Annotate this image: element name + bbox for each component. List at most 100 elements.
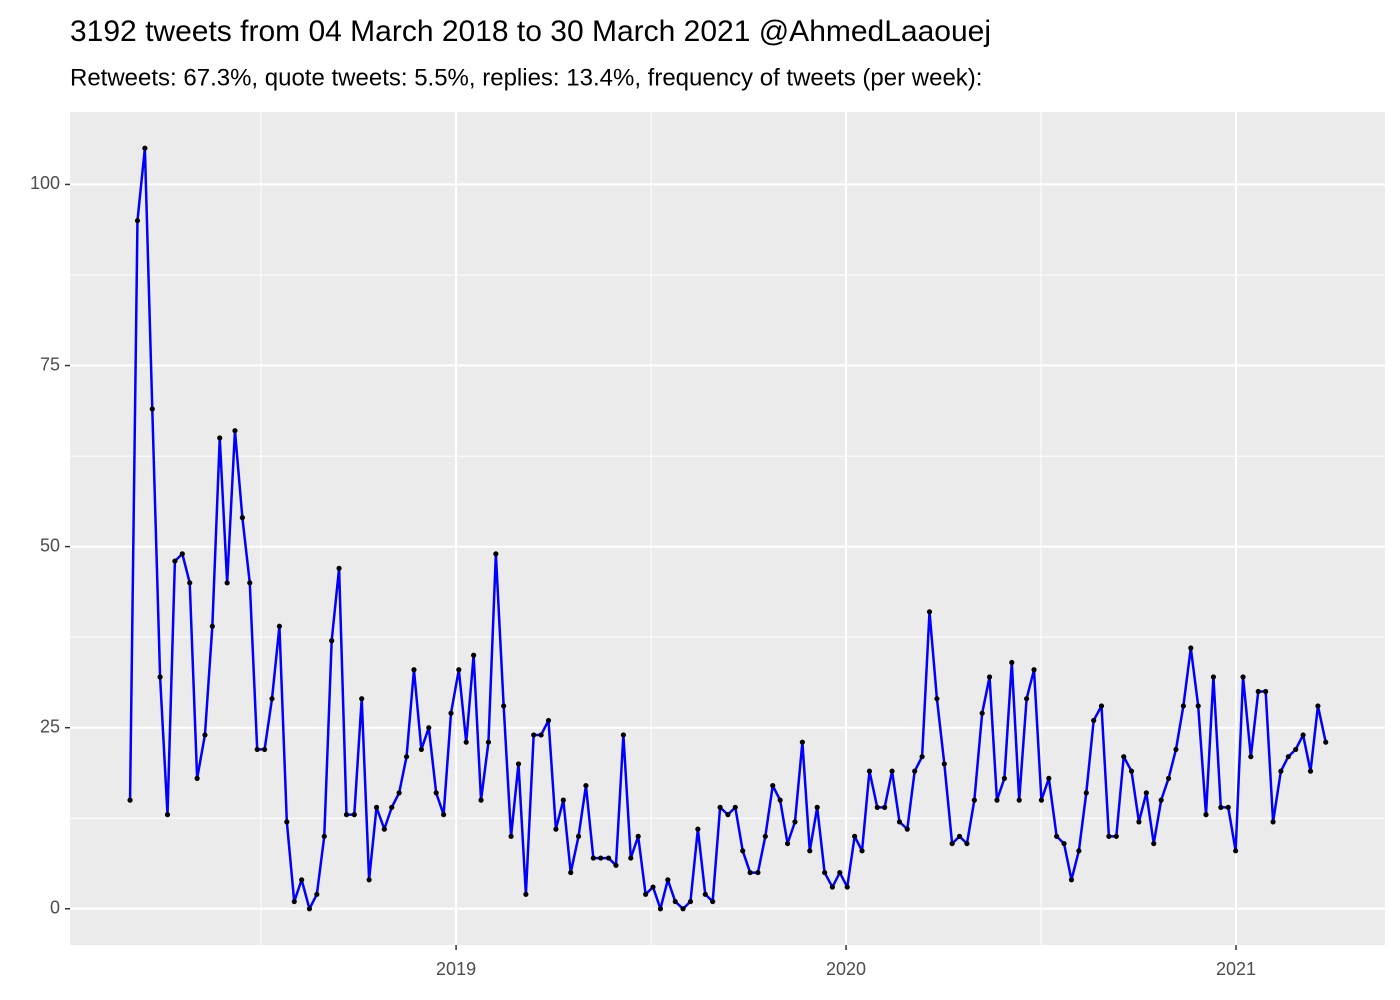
- data-point: [261, 746, 268, 753]
- data-point: [672, 898, 678, 905]
- data-point: [523, 891, 529, 897]
- data-point: [426, 725, 432, 731]
- data-point: [1031, 667, 1037, 673]
- x-tick-label: 2020: [826, 959, 866, 979]
- data-point: [1024, 696, 1030, 702]
- data-point: [799, 739, 805, 745]
- data-point: [343, 812, 350, 818]
- data-point: [770, 783, 776, 789]
- data-point: [1009, 659, 1015, 666]
- data-point: [478, 797, 484, 803]
- data-point: [1106, 833, 1112, 839]
- data-point: [575, 833, 582, 839]
- data-point: [403, 754, 410, 760]
- data-point: [949, 840, 955, 847]
- data-point: [501, 703, 507, 709]
- data-point: [187, 580, 193, 586]
- data-point: [306, 906, 313, 912]
- data-point: [1076, 848, 1082, 854]
- data-point: [531, 732, 537, 738]
- data-point: [852, 833, 858, 839]
- data-point: [366, 877, 372, 883]
- data-point: [351, 812, 357, 818]
- data-point: [396, 790, 402, 796]
- data-point: [695, 826, 701, 832]
- data-point: [1270, 819, 1276, 825]
- data-point: [1285, 754, 1291, 760]
- data-point: [1240, 674, 1246, 680]
- data-point: [1128, 768, 1135, 774]
- data-point: [314, 891, 320, 897]
- chart-subtitle: Retweets: 67.3%, quote tweets: 5.5%, rep…: [70, 64, 982, 91]
- data-point: [553, 826, 559, 832]
- data-point: [1001, 775, 1007, 782]
- data-point: [545, 717, 552, 724]
- x-tick-label: 2019: [436, 959, 476, 979]
- data-point: [1203, 812, 1209, 818]
- data-point: [934, 696, 940, 702]
- data-point: [373, 804, 380, 810]
- data-point: [515, 761, 522, 767]
- data-point: [321, 833, 327, 839]
- data-point: [1300, 732, 1306, 738]
- plot-panel: [70, 112, 1385, 945]
- data-point: [919, 754, 925, 760]
- data-point: [1210, 674, 1217, 680]
- data-point: [732, 804, 738, 810]
- data-point: [493, 551, 499, 557]
- data-point: [814, 804, 820, 810]
- data-point: [1068, 877, 1075, 883]
- y-tick-label: 100: [30, 173, 60, 193]
- data-point: [179, 551, 185, 557]
- data-point: [1293, 746, 1299, 753]
- data-point: [747, 869, 753, 876]
- data-point: [1218, 804, 1224, 810]
- data-point: [1323, 739, 1329, 745]
- data-point: [926, 609, 933, 615]
- data-point: [665, 877, 671, 883]
- chart-title: 3192 tweets from 04 March 2018 to 30 Mar…: [70, 15, 991, 48]
- data-point: [336, 565, 342, 571]
- data-point: [784, 840, 791, 847]
- data-point: [1016, 797, 1022, 803]
- data-point: [1263, 688, 1269, 695]
- data-point: [680, 906, 686, 912]
- data-point: [1278, 768, 1284, 774]
- data-point: [329, 638, 335, 644]
- y-tick-label: 50: [40, 535, 60, 555]
- data-point: [866, 768, 873, 774]
- data-point: [755, 869, 761, 876]
- data-point: [1091, 717, 1097, 724]
- data-point: [209, 623, 215, 629]
- data-point: [224, 580, 230, 586]
- data-point: [194, 775, 200, 782]
- data-point: [411, 667, 417, 673]
- data-point: [291, 898, 297, 905]
- data-point: [202, 732, 208, 738]
- data-point: [232, 428, 238, 434]
- data-point: [613, 862, 619, 868]
- data-point: [254, 746, 260, 753]
- data-point: [1054, 833, 1060, 839]
- data-point: [164, 812, 171, 818]
- data-point: [276, 623, 283, 629]
- data-point: [650, 884, 656, 890]
- data-point: [299, 877, 305, 883]
- data-point: [1158, 797, 1164, 803]
- data-point: [1225, 804, 1231, 810]
- data-point: [1188, 645, 1194, 651]
- data-point: [1113, 833, 1119, 839]
- data-point: [1061, 840, 1067, 847]
- data-point: [687, 898, 694, 905]
- data-point: [149, 406, 155, 412]
- data-point: [127, 797, 133, 803]
- data-point: [717, 804, 723, 810]
- y-tick-label: 0: [50, 898, 60, 918]
- data-point: [1307, 768, 1314, 774]
- data-point: [889, 768, 895, 774]
- data-point: [239, 515, 245, 521]
- x-tick-label: 2021: [1216, 959, 1256, 979]
- data-point: [381, 826, 387, 832]
